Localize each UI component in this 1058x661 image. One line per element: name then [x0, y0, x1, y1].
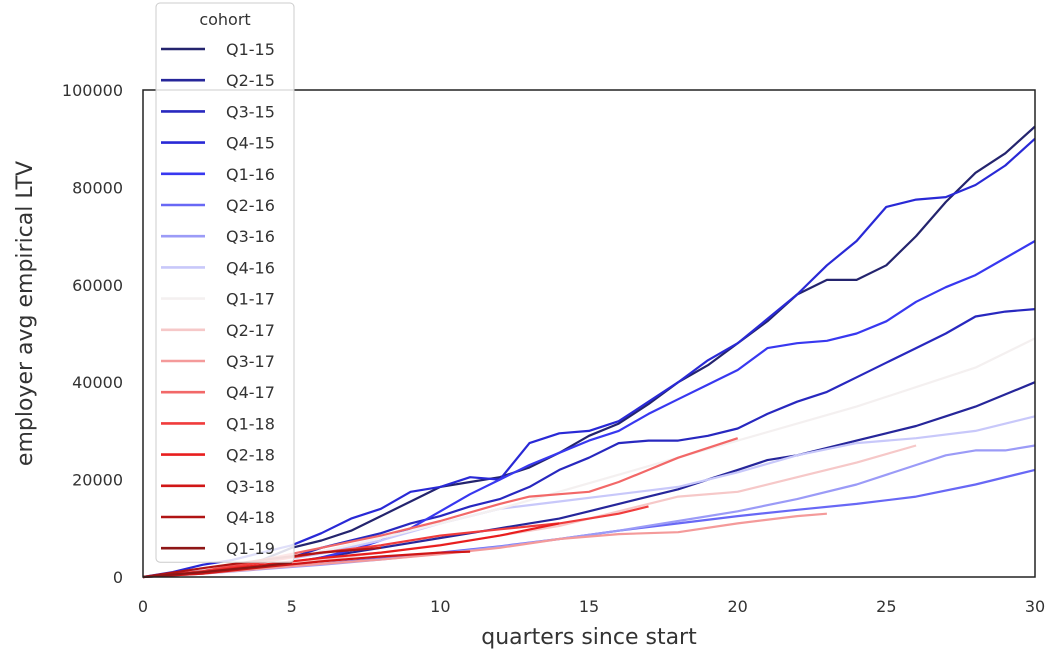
- legend-items: Q1-15 Q2-15 Q3-15 Q4-15 Q1-16 Q2-16 Q3-16 Q4-16…: [161, 40, 275, 558]
- series-line-q1-15: [142, 125, 1036, 579]
- legend-label: Q2-18: [226, 446, 275, 465]
- x-tick-label: 5: [287, 597, 297, 616]
- legend-label: Q2-16: [226, 196, 275, 215]
- x-tick-label: 15: [579, 597, 599, 616]
- legend-title: cohort: [199, 10, 250, 29]
- legend-label: Q1-15: [226, 40, 275, 59]
- x-tick-label: 20: [727, 597, 747, 616]
- y-tick-label: 40000: [72, 373, 123, 392]
- y-axis-ticks: 0 20000 40000 60000 80000 100000: [62, 81, 123, 587]
- legend: cohort Q1-15 Q2-15 Q3-15 Q4-15 Q1-16 Q2-16 Q3-…: [155, 2, 295, 563]
- legend-label: Q3-18: [226, 477, 275, 496]
- series-line-q1-16: [142, 240, 1036, 579]
- series-line-q3-17: [142, 512, 827, 579]
- x-tick-label: 0: [138, 597, 148, 616]
- series-line-q1-19: [142, 561, 292, 579]
- x-tick-label: 25: [876, 597, 896, 616]
- y-tick-label: 80000: [72, 178, 123, 197]
- legend-label: Q2-17: [226, 321, 275, 340]
- x-tick-label: 30: [1025, 597, 1045, 616]
- legend-label: Q1-18: [226, 414, 275, 433]
- legend-label: Q1-17: [226, 290, 275, 309]
- legend-label: Q3-17: [226, 352, 275, 371]
- series-line-q3-18: [142, 550, 471, 579]
- legend-label: Q3-15: [226, 102, 275, 121]
- y-tick-label: 60000: [72, 276, 123, 295]
- x-axis-title: quarters since start: [481, 625, 697, 650]
- legend-label: Q2-15: [226, 71, 275, 90]
- x-tick-label: 10: [430, 597, 450, 616]
- legend-label: Q1-16: [226, 165, 275, 184]
- axes-frame: [142, 89, 1036, 578]
- y-tick-label: 100000: [62, 81, 123, 100]
- legend-label: Q4-16: [226, 258, 275, 277]
- series-line-q1-18: [142, 505, 649, 579]
- legend-label: Q4-17: [226, 383, 275, 402]
- y-tick-label: 20000: [72, 471, 123, 490]
- legend-label: Q4-18: [226, 508, 275, 527]
- y-tick-label: 0: [113, 568, 123, 587]
- legend-label: Q4-15: [226, 134, 275, 153]
- y-axis-title: employer avg empirical LTV: [13, 161, 38, 466]
- series-line-q3-15: [142, 308, 1036, 579]
- x-axis-ticks: 0 5 10 15 20 25 30: [138, 597, 1045, 616]
- legend-label: Q3-16: [226, 227, 275, 246]
- legend-label: Q1-19: [226, 539, 275, 558]
